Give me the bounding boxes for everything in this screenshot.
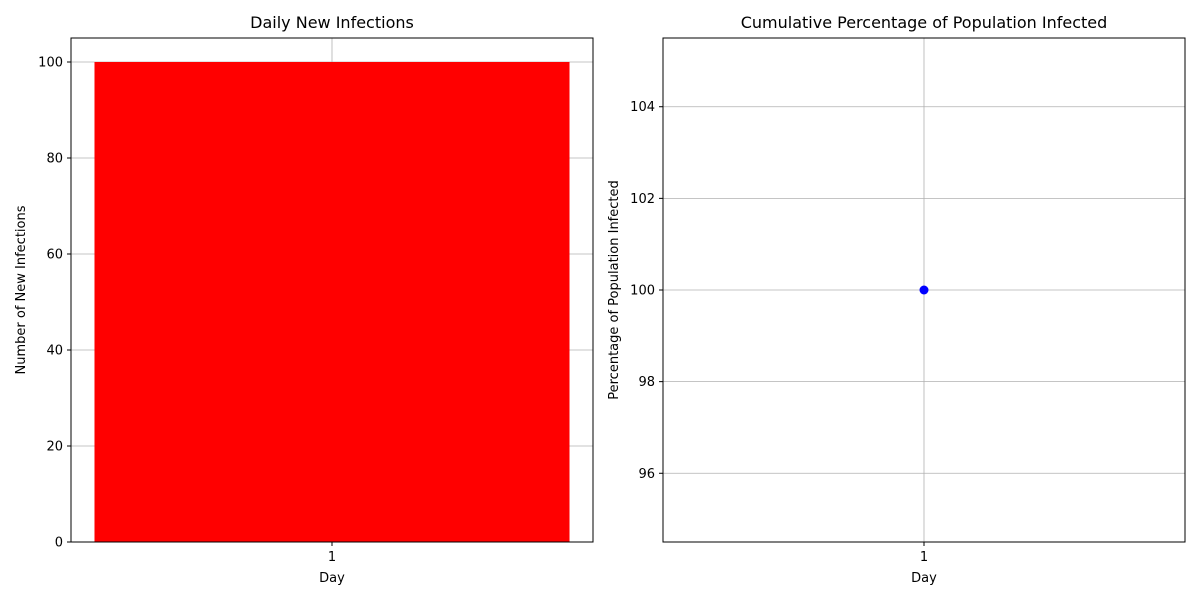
y-tick-label: 20 <box>46 440 63 455</box>
y-tick-label: 98 <box>638 375 655 390</box>
chart-title: Daily New Infections <box>250 13 414 32</box>
plot-area: 0 20 40 60 80 100 1 <box>38 37 594 565</box>
plot-area: 96 98 100 102 104 1 <box>630 37 1186 565</box>
x-tick-label: 1 <box>920 550 928 565</box>
plot-frame <box>70 37 594 543</box>
y-tick-label: 60 <box>46 248 63 263</box>
chart-title: Cumulative Percentage of Population Infe… <box>741 13 1108 32</box>
y-tick-label: 40 <box>46 344 63 359</box>
y-tick-label: 102 <box>630 192 655 207</box>
x-axis-label: Day <box>911 571 937 586</box>
y-tick-label: 104 <box>630 100 655 115</box>
y-tick-label: 96 <box>638 467 655 482</box>
y-tick-label: 100 <box>630 284 655 299</box>
y-tick-label: 80 <box>46 152 63 167</box>
daily-new-infections-chart: Daily New Infections Day Number of New I… <box>14 13 594 586</box>
y-tick-label: 0 <box>55 536 63 551</box>
y-axis-label: Number of New Infections <box>14 205 29 374</box>
plot-frame <box>662 37 1186 543</box>
y-axis-label: Percentage of Population Infected <box>607 180 622 400</box>
data-point <box>919 285 929 295</box>
y-tick-label: 100 <box>38 56 63 71</box>
cumulative-percentage-chart: Cumulative Percentage of Population Infe… <box>607 13 1186 586</box>
x-tick-label: 1 <box>328 550 336 565</box>
x-axis-label: Day <box>319 571 345 586</box>
bar <box>94 62 570 542</box>
